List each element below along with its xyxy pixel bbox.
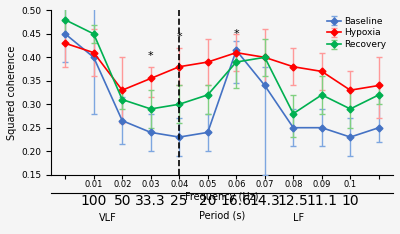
Text: *: * bbox=[176, 32, 182, 42]
Legend: Baseline, Hypoxia, Recovery: Baseline, Hypoxia, Recovery bbox=[326, 15, 388, 51]
Text: VLF: VLF bbox=[99, 212, 117, 223]
X-axis label: Period (s): Period (s) bbox=[199, 211, 245, 221]
Text: *: * bbox=[148, 51, 154, 61]
Text: LF: LF bbox=[294, 212, 304, 223]
Y-axis label: Squared coherence: Squared coherence bbox=[7, 45, 17, 140]
Text: *: * bbox=[234, 29, 239, 39]
X-axis label: Frequency (Hz): Frequency (Hz) bbox=[185, 192, 259, 202]
